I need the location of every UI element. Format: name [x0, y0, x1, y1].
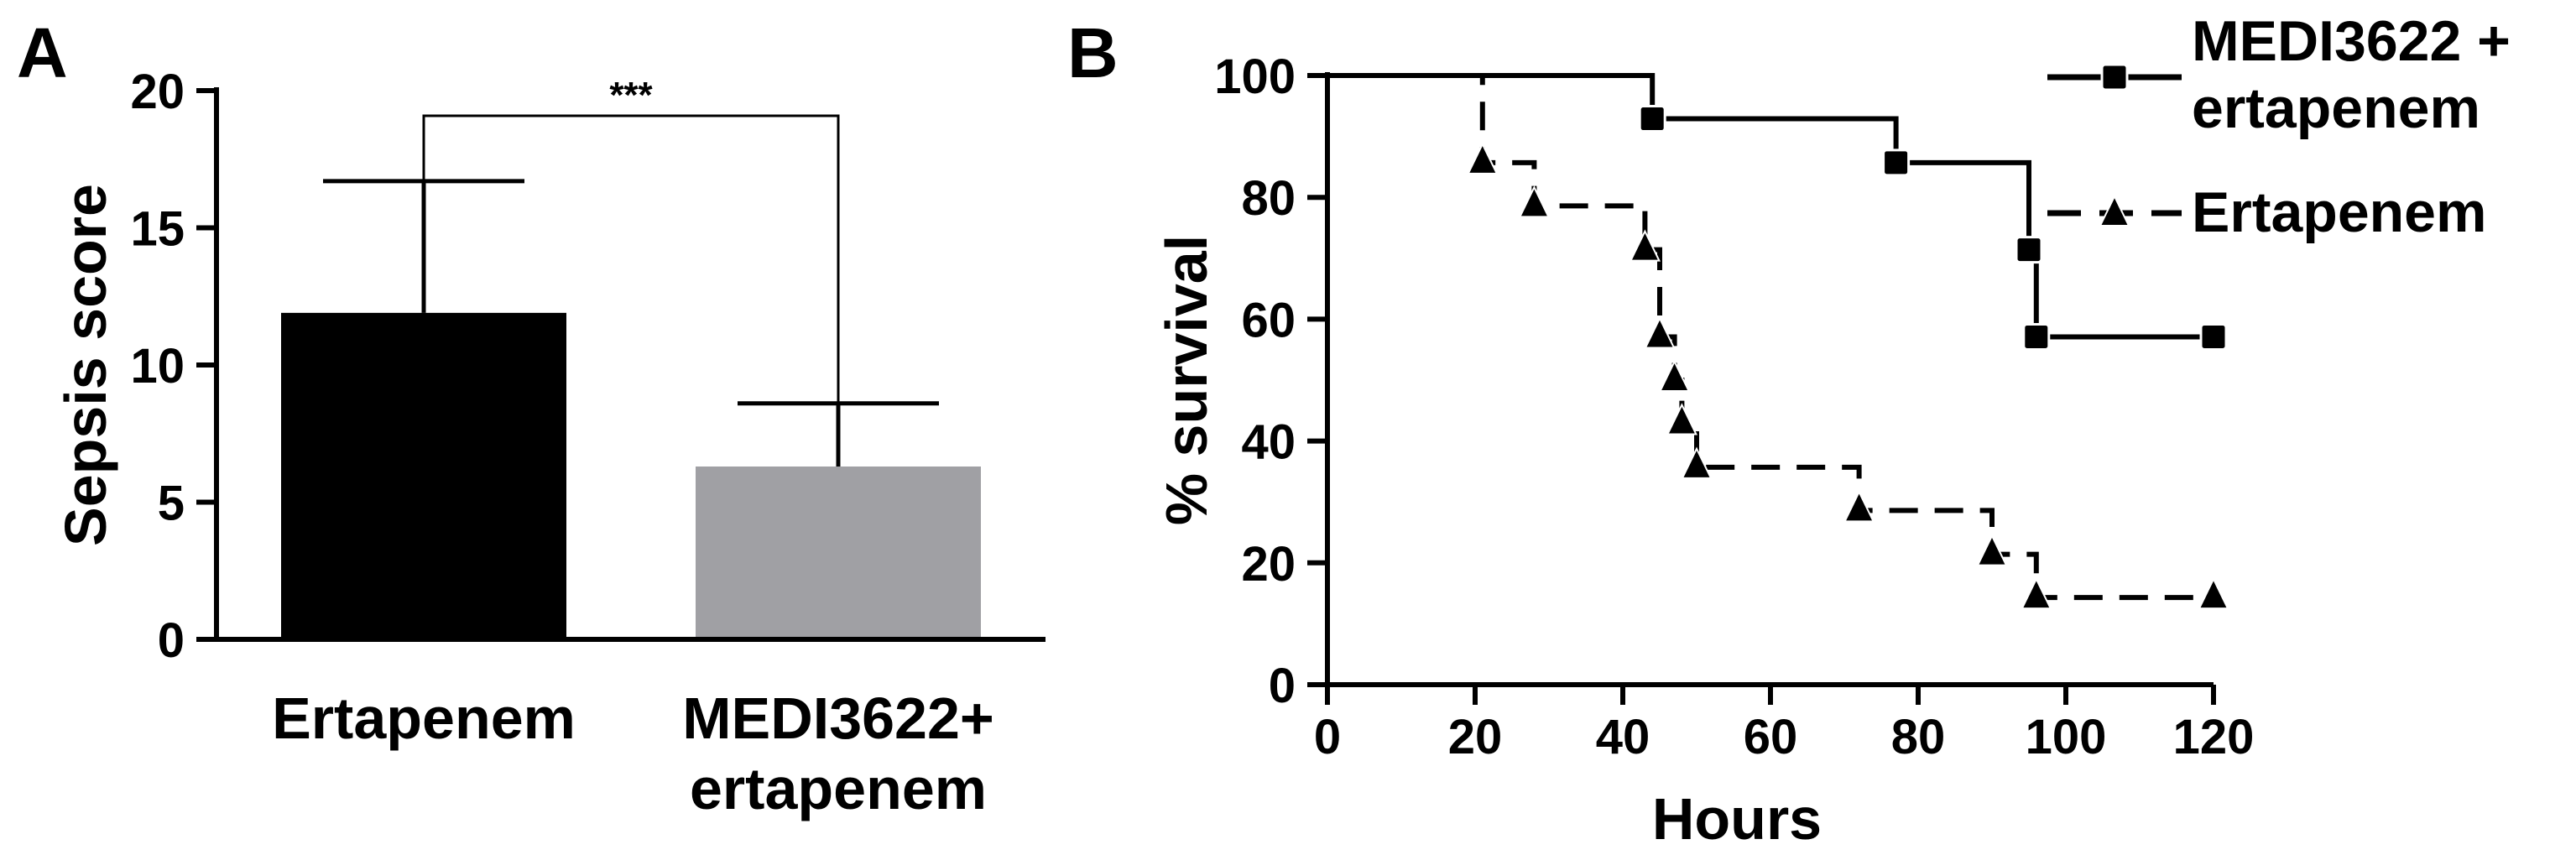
- legend-label: Ertapenem: [2192, 180, 2486, 244]
- triangle-marker: [1666, 403, 1697, 435]
- y-tick-label: 60: [1241, 293, 1296, 347]
- legend-square-marker: [2100, 63, 2129, 91]
- triangle-marker: [1659, 359, 1691, 392]
- x-tick-label: 20: [1448, 710, 1503, 764]
- triangle-marker: [2021, 576, 2052, 610]
- square-marker: [2015, 236, 2043, 264]
- x-tick-label: 0: [1314, 710, 1341, 764]
- x-tick-label: 120: [2173, 710, 2255, 764]
- bar: [281, 312, 566, 639]
- y-tick-label: 40: [1241, 415, 1296, 470]
- legend-item: MEDI3622 +ertapenem: [2047, 9, 2511, 140]
- legend-label: MEDI3622 +: [2192, 9, 2511, 73]
- panel-b-letter: B: [1067, 13, 1119, 92]
- significance-bracket: [422, 114, 840, 402]
- triangle-marker: [1843, 490, 1875, 523]
- panel-b-survival-chart: B 0 20 40 60 80 100 0 20 40 60 80 100 120 Hours % surv…: [1067, 9, 2511, 852]
- y-tick-label: 10: [130, 339, 185, 394]
- triangle-marker: [1681, 446, 1713, 479]
- y-tick-label: 5: [158, 477, 185, 531]
- x-axis-title: Hours: [1652, 786, 1822, 852]
- y-tick-label: 0: [158, 613, 185, 668]
- panel-a-letter: A: [17, 13, 68, 92]
- triangle-marker: [1629, 229, 1661, 262]
- triangle-marker: [2198, 576, 2229, 610]
- category-label: ertapenem: [690, 756, 987, 821]
- x-tick-label: 100: [2026, 710, 2107, 764]
- y-tick-label: 20: [130, 65, 185, 119]
- square-marker: [2022, 322, 2051, 351]
- y-tick-label: 0: [1269, 659, 1296, 713]
- panel-a-bar-chart: A *** 0 5 10 15 20 Ertapenem MEDI3622+ertapenem…: [17, 13, 1046, 821]
- y-tick-label: 80: [1241, 171, 1296, 226]
- triangle-marker: [1467, 142, 1499, 175]
- legend: MEDI3622 +ertapenem Ertapenem: [2047, 9, 2511, 244]
- bar: [696, 466, 981, 639]
- y-tick-label: 15: [130, 202, 185, 257]
- legend-label: ertapenem: [2192, 76, 2480, 140]
- legend-triangle-marker: [2099, 194, 2130, 227]
- y-axis-title: Sepsis score: [53, 184, 118, 546]
- square-marker: [1638, 105, 1666, 133]
- triangle-marker: [1644, 316, 1676, 349]
- square-marker: [1882, 149, 1911, 177]
- y-axis-title: % survival: [1154, 235, 1219, 525]
- y-tick-label: 20: [1241, 537, 1296, 592]
- y-tick-label: 100: [1214, 50, 1296, 104]
- category-label: MEDI3622+: [682, 686, 994, 751]
- x-tick-label: 60: [1744, 710, 1798, 764]
- triangle-marker: [1518, 185, 1550, 218]
- series-triangle: [1327, 73, 2229, 610]
- triangle-marker: [1976, 534, 2008, 566]
- x-tick-label: 80: [1891, 710, 1946, 764]
- legend-item: Ertapenem: [2047, 180, 2486, 244]
- series-square: [1327, 73, 2228, 351]
- survival-curve: [1327, 73, 2214, 340]
- category-label: Ertapenem: [272, 686, 576, 751]
- square-marker: [2199, 322, 2228, 351]
- significance-label: ***: [609, 75, 653, 116]
- x-tick-label: 40: [1596, 710, 1650, 764]
